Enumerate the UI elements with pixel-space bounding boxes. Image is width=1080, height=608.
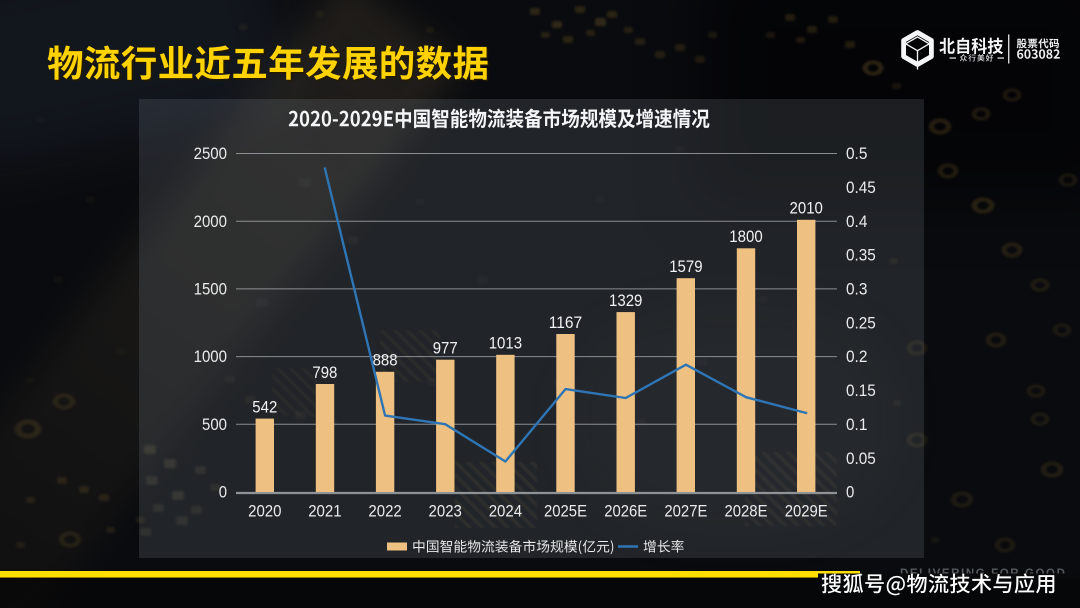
svg-text:2500: 2500 [194, 145, 227, 163]
svg-text:1000: 1000 [194, 348, 227, 366]
svg-text:0.15: 0.15 [846, 382, 876, 400]
svg-text:2029E: 2029E [785, 503, 828, 521]
svg-text:0.35: 0.35 [846, 247, 876, 265]
svg-text:2020: 2020 [248, 503, 281, 521]
svg-text:1329: 1329 [609, 292, 642, 310]
svg-text:2027E: 2027E [664, 503, 707, 521]
svg-text:2026E: 2026E [604, 503, 647, 521]
svg-text:2010: 2010 [790, 200, 823, 218]
svg-text:0.25: 0.25 [846, 314, 876, 332]
svg-text:2024: 2024 [489, 503, 522, 521]
svg-text:0: 0 [846, 484, 854, 502]
svg-text:0.45: 0.45 [846, 179, 876, 197]
svg-text:0.5: 0.5 [846, 145, 867, 163]
svg-text:0.2: 0.2 [846, 348, 867, 366]
svg-text:500: 500 [202, 416, 227, 434]
svg-text:0: 0 [219, 484, 227, 502]
svg-text:2021: 2021 [308, 503, 341, 521]
svg-text:798: 798 [312, 364, 337, 382]
svg-text:0.4: 0.4 [846, 213, 867, 231]
svg-text:2025E: 2025E [544, 503, 587, 521]
svg-text:1500: 1500 [194, 281, 227, 299]
svg-text:2028E: 2028E [725, 503, 768, 521]
svg-text:888: 888 [373, 352, 398, 370]
svg-text:2022: 2022 [368, 503, 401, 521]
svg-text:0.1: 0.1 [846, 416, 867, 434]
svg-text:1800: 1800 [729, 228, 762, 246]
svg-text:1579: 1579 [669, 258, 702, 276]
svg-text:977: 977 [433, 340, 458, 358]
svg-text:0.05: 0.05 [846, 450, 876, 468]
svg-text:0.3: 0.3 [846, 281, 867, 299]
svg-text:1167: 1167 [549, 314, 582, 332]
svg-text:1013: 1013 [489, 335, 522, 353]
svg-text:2000: 2000 [194, 213, 227, 231]
svg-text:542: 542 [252, 398, 277, 416]
svg-text:2023: 2023 [429, 503, 462, 521]
